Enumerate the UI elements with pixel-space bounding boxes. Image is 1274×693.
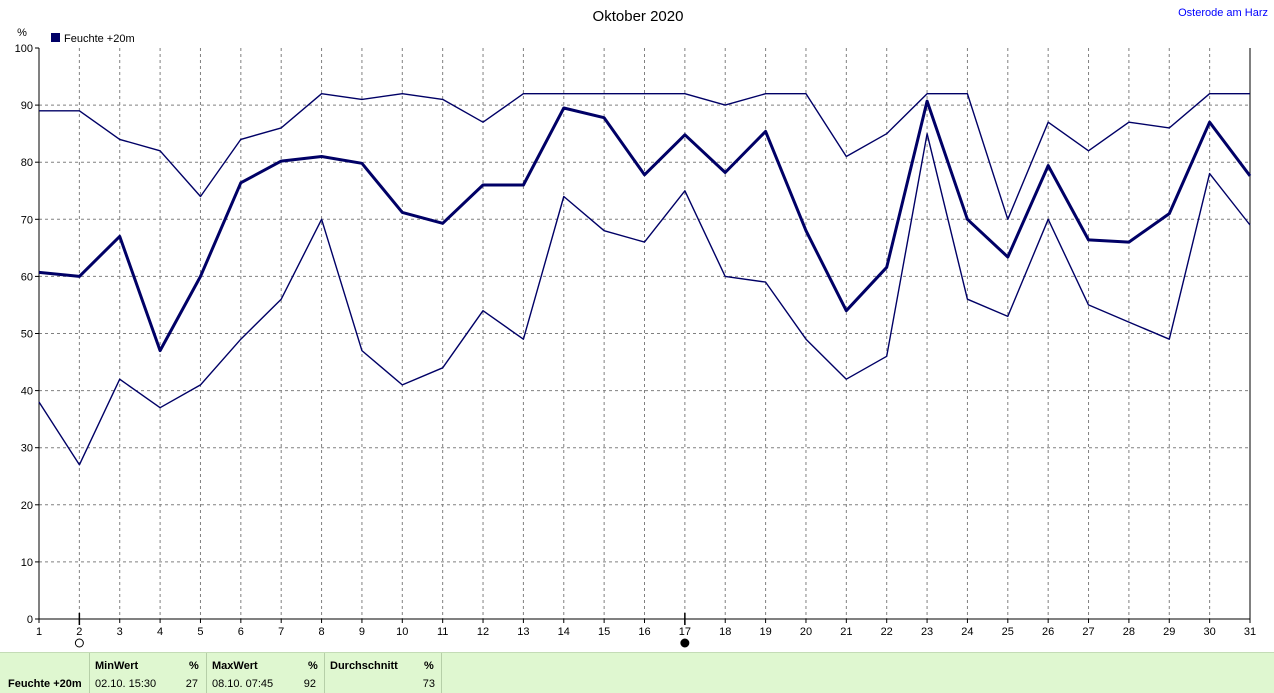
y-tick-label: 80 (21, 157, 33, 169)
x-tick-label: 12 (477, 626, 489, 638)
series-line-mean (38, 99, 1252, 353)
x-tick-label: 15 (598, 626, 610, 638)
humidity-chart: Oktober 2020 Osterode am Harz % Feuchte … (15, 7, 1268, 648)
x-tick-label: 25 (1002, 626, 1014, 638)
stat-avg-value: 73 (422, 678, 435, 690)
stats-separator (89, 653, 90, 693)
x-tick-label: 2 (76, 626, 82, 638)
x-tick-label: 18 (719, 626, 731, 638)
x-tick-label: 17 (679, 626, 691, 638)
stats-series-label: Feuchte +20m (8, 678, 82, 690)
x-tick-label: 28 (1123, 626, 1135, 638)
stat-min-unit: % (189, 660, 199, 672)
x-tick-label: 14 (558, 626, 570, 638)
y-axis-unit: % (17, 27, 27, 39)
series-line-max (39, 92, 1250, 221)
stat-min-value: 27 (185, 678, 198, 690)
stat-max-when: 08.10. 07:45 (212, 678, 274, 690)
chart-title: Oktober 2020 (593, 8, 684, 25)
legend-label: Feuchte +20m (64, 33, 135, 45)
x-tick-label: 3 (117, 626, 123, 638)
stat-min: MinWert % 02.10. 15:30 27 (89, 653, 206, 693)
y-tick-label: 10 (21, 557, 33, 569)
x-tick-label: 31 (1244, 626, 1256, 638)
x-tick-label: 27 (1082, 626, 1094, 638)
x-tick-label: 6 (238, 626, 244, 638)
y-tick-label: 90 (21, 100, 33, 112)
stat-avg-unit: % (424, 660, 434, 672)
stat-max-label: MaxWert (212, 660, 258, 672)
y-tick-label: 70 (21, 214, 33, 226)
location-label[interactable]: Osterode am Harz (1178, 7, 1268, 19)
stat-max-unit: % (308, 660, 318, 672)
y-tick-label: 50 (21, 329, 33, 341)
y-tick-label: 30 (21, 443, 33, 455)
stat-min-label: MinWert (95, 660, 139, 672)
stats-separator (441, 653, 442, 693)
x-tick-label: 30 (1204, 626, 1216, 638)
x-tick-label: 23 (921, 626, 933, 638)
y-tick-label: 60 (21, 271, 33, 283)
stat-max: MaxWert % 08.10. 07:45 92 (206, 653, 324, 693)
x-tick-label: 5 (197, 626, 203, 638)
y-tick-label: 0 (27, 614, 33, 626)
x-tick-label: 26 (1042, 626, 1054, 638)
x-tick-label: 20 (800, 626, 812, 638)
stat-avg: Durchschnitt % 73 (324, 653, 441, 693)
stats-separator (206, 653, 207, 693)
series-line-min (38, 132, 1251, 466)
x-tick-label: 10 (396, 626, 408, 638)
stats-separator (324, 653, 325, 693)
stat-max-value: 92 (303, 678, 316, 690)
x-tick-label: 13 (517, 626, 529, 638)
x-tick-label: 11 (437, 626, 448, 638)
x-tick-label: 7 (278, 626, 284, 638)
stats-bar: Feuchte +20m MinWert % 02.10. 15:30 27 M… (0, 652, 1274, 693)
x-tick-label: 1 (36, 626, 42, 638)
x-tick-label: 9 (359, 626, 365, 638)
marker-max-icon (680, 638, 690, 648)
marker-min-icon (74, 638, 84, 648)
stat-min-when: 02.10. 15:30 (95, 678, 157, 690)
x-tick-label: 29 (1163, 626, 1175, 638)
x-tick-label: 22 (881, 626, 893, 638)
x-tick-label: 8 (319, 626, 325, 638)
legend-swatch (51, 33, 60, 42)
stat-avg-label: Durchschnitt (330, 660, 398, 672)
x-tick-label: 24 (961, 626, 973, 638)
y-tick-label: 100 (15, 43, 33, 55)
x-tick-label: 19 (759, 626, 771, 638)
x-tick-label: 21 (840, 626, 852, 638)
y-tick-label: 40 (21, 386, 33, 398)
x-tick-label: 4 (157, 626, 163, 638)
y-tick-label: 20 (21, 500, 33, 512)
x-tick-label: 16 (638, 626, 650, 638)
